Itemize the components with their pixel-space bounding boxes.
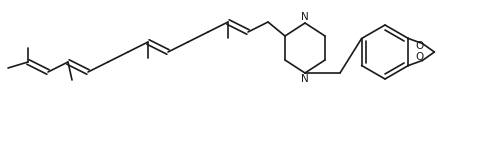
Text: O: O	[415, 42, 423, 52]
Text: O: O	[415, 52, 423, 63]
Text: N: N	[301, 12, 309, 22]
Text: N: N	[301, 74, 309, 84]
